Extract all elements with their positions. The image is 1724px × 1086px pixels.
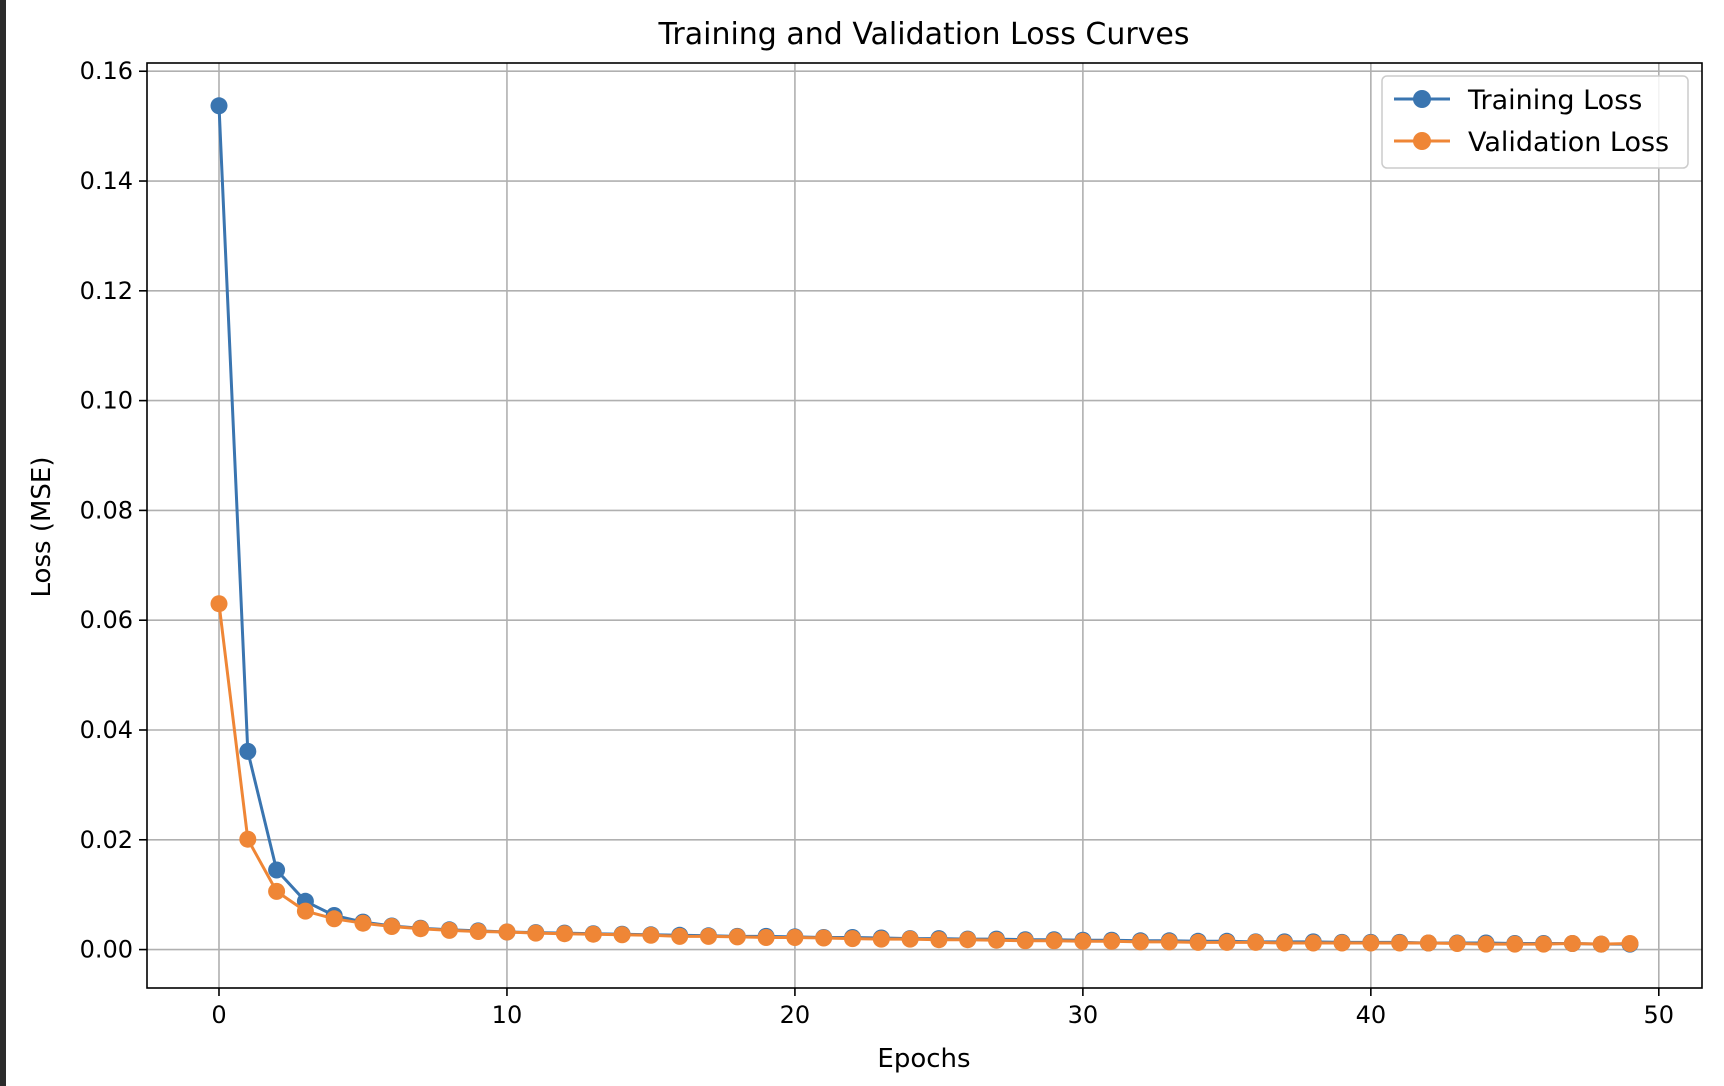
data-point-validation (728, 928, 746, 946)
data-point-validation (354, 914, 372, 932)
data-point-validation (700, 927, 717, 945)
data-point-training (210, 97, 228, 115)
data-point-validation (844, 930, 861, 948)
data-point-validation (584, 925, 602, 943)
data-point-validation (1477, 935, 1495, 953)
legend-marker-validation (1413, 132, 1431, 150)
data-point-validation (1016, 932, 1034, 950)
ticks: 0 10 20 30 40 50 0.00 0.02 0.04 0.06 0.08 0.10 0.12 0… (80, 57, 1675, 1029)
data-point-validation (440, 921, 458, 939)
y-tick-label: 0.14 (80, 167, 133, 195)
x-axis-label: Epochs (877, 1044, 970, 1074)
data-point-validation (1132, 933, 1149, 951)
data-point-validation (1563, 935, 1581, 952)
data-point-validation (901, 930, 919, 948)
plot-background (147, 63, 1702, 988)
y-tick-label: 0.04 (80, 716, 133, 744)
x-tick-label: 0 (211, 1001, 226, 1029)
data-point-validation (872, 930, 890, 948)
plot-frame (146, 62, 1703, 989)
data-point-validation (268, 882, 286, 900)
data-point-validation (1621, 935, 1639, 952)
data-point-validation (1391, 934, 1409, 952)
legend: Training Loss Validation Loss (1381, 75, 1689, 169)
data-point-validation (527, 924, 545, 942)
grid (147, 63, 1702, 988)
data-point-validation (498, 923, 516, 941)
data-point-validation (642, 926, 660, 944)
data-point-validation (412, 920, 430, 938)
data-point-validation (1160, 933, 1178, 951)
legend-marker-training (1413, 90, 1431, 108)
x-tick-label: 50 (1644, 1001, 1675, 1029)
data-point-validation (1045, 932, 1063, 950)
series-layer (210, 97, 1639, 953)
data-point-validation (1189, 933, 1207, 951)
data-point-validation (786, 929, 804, 946)
legend-label-validation: Validation Loss (1468, 127, 1669, 158)
data-point-validation (556, 925, 573, 943)
legend-box (1381, 75, 1689, 169)
loss-chart: 0 10 20 30 40 50 0.00 0.02 0.04 0.06 0.08 0.10 0.12 0… (27, 17, 1703, 1074)
data-point-validation (1247, 933, 1265, 951)
data-point-training (239, 742, 257, 760)
x-tick-label: 40 (1356, 1001, 1387, 1029)
y-tick-label: 0.10 (80, 387, 133, 415)
data-point-validation (210, 595, 228, 613)
data-point-validation (1506, 935, 1524, 953)
x-tick-label: 10 (492, 1001, 523, 1029)
y-tick-label: 0.12 (80, 277, 133, 305)
data-point-validation (383, 918, 401, 935)
data-point-validation (1074, 932, 1092, 950)
data-point-validation (469, 923, 487, 940)
data-point-training (268, 861, 286, 879)
data-point-validation (239, 830, 257, 848)
data-point-validation (325, 910, 343, 928)
data-point-validation (296, 902, 314, 920)
data-point-validation (1333, 934, 1351, 952)
y-tick-label: 0.02 (80, 826, 133, 854)
legend-label-training: Training Loss (1467, 85, 1642, 116)
data-point-validation (959, 931, 977, 949)
data-point-validation (1448, 935, 1466, 952)
data-point-validation (1103, 932, 1121, 950)
data-point-validation (757, 929, 775, 946)
data-point-validation (815, 929, 833, 947)
y-tick-label: 0.16 (80, 57, 133, 85)
x-tick-label: 20 (780, 1001, 811, 1029)
y-axis-label: Loss (MSE) (27, 457, 57, 598)
data-point-validation (1276, 934, 1293, 952)
x-tick-label: 30 (1068, 1001, 1099, 1029)
chart-title: Training and Validation Loss Curves (657, 17, 1189, 52)
series-validation (210, 595, 1639, 953)
data-point-validation (1304, 934, 1322, 952)
data-point-validation (613, 926, 631, 944)
data-point-validation (1535, 935, 1553, 953)
data-point-validation (671, 927, 689, 945)
data-point-validation (1419, 934, 1437, 952)
figure: 0 10 20 30 40 50 0.00 0.02 0.04 0.06 0.08 0.10 0.12 0… (6, 0, 1724, 1086)
data-point-validation (930, 931, 948, 949)
y-tick-label: 0.06 (80, 606, 133, 634)
y-tick-label: 0.08 (80, 496, 133, 524)
y-tick-label: 0.00 (80, 936, 133, 964)
data-point-validation (1592, 935, 1610, 953)
data-point-validation (1218, 933, 1236, 951)
data-point-validation (988, 931, 1005, 949)
data-point-validation (1362, 934, 1380, 952)
